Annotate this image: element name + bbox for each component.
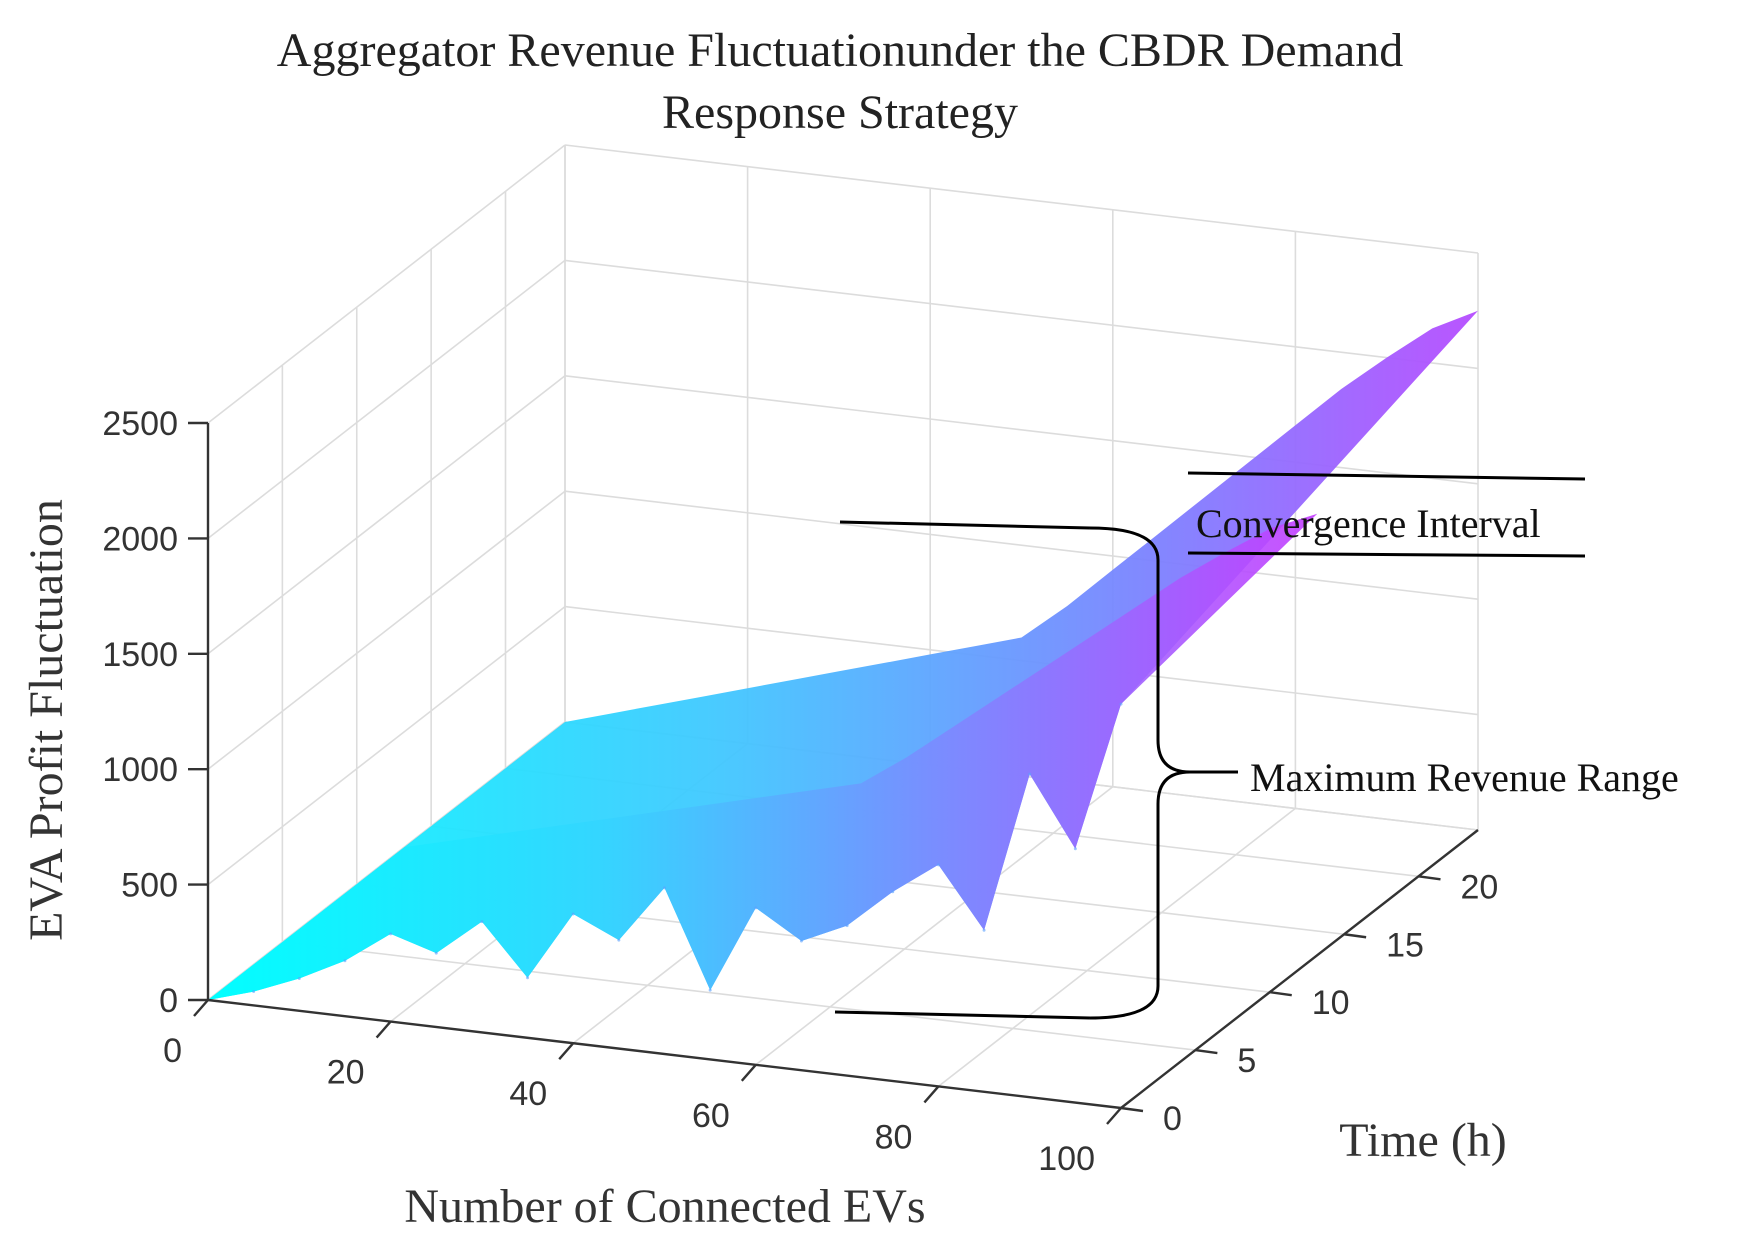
x-tick-label: 20	[327, 1054, 365, 1092]
y-tick-label: 15	[1386, 926, 1424, 964]
surface-front	[208, 513, 1318, 1000]
x-tick-label: 80	[875, 1118, 913, 1156]
range-top-line	[839, 520, 1091, 530]
y-tick	[1269, 990, 1292, 997]
left-wall-hgrid	[207, 259, 566, 540]
x-tick-label: 40	[509, 1075, 547, 1113]
y-tick	[1120, 1106, 1144, 1113]
front-edge-point	[526, 976, 530, 980]
left-wall-hgrid	[207, 375, 566, 655]
x-tick	[923, 1085, 940, 1104]
x-tick	[1106, 1107, 1122, 1125]
x-tick	[193, 999, 209, 1017]
x-axis-line	[207, 998, 1122, 1110]
z-tick-label: 2000	[102, 520, 178, 558]
chart-title-line-2: Response Strategy	[662, 86, 1018, 139]
x-tick	[740, 1064, 757, 1082]
y-tick-label: 20	[1461, 868, 1499, 906]
y-axis-label: Time (h)	[1339, 1114, 1507, 1167]
convergence-lower-line	[1187, 551, 1586, 558]
y-tick-label: 0	[1163, 1100, 1182, 1138]
maximum-revenue-range-annotation: Maximum Revenue Range	[834, 520, 1679, 1020]
z-tick-label: 1000	[102, 751, 178, 789]
x-axis-label: Number of Connected EVs	[404, 1180, 925, 1233]
front-edge-point	[434, 951, 438, 955]
front-edge-point	[663, 886, 666, 890]
y-axis-line	[1120, 829, 1479, 1109]
z-tick-label: 0	[159, 982, 178, 1020]
back-wall-hgrid	[564, 490, 1479, 600]
front-edge-point	[845, 924, 849, 928]
front-edge-point	[1073, 847, 1077, 851]
front-edge-point	[754, 906, 758, 910]
z-tick-label: 1500	[102, 636, 178, 674]
front-edge-point	[389, 932, 393, 936]
chart-title-line-1: Aggregator Revenue Fluctuationunder the …	[277, 24, 1403, 77]
convergence-interval-label: Convergence Interval	[1196, 501, 1541, 546]
front-edge-point	[297, 976, 301, 980]
x-tick	[375, 1020, 392, 1039]
front-edge-point	[343, 959, 347, 963]
x-tick-label: 60	[692, 1097, 730, 1135]
front-edge-point	[982, 928, 986, 932]
surface-top	[208, 310, 1478, 1000]
front-edge-point	[617, 938, 621, 942]
front-edge-point	[1119, 702, 1123, 706]
floor-tgrid	[282, 941, 1196, 1051]
front-edge-point	[252, 990, 256, 994]
front-edge-point	[480, 920, 484, 924]
left-wall-hgrid	[207, 605, 566, 886]
y-tick	[1343, 933, 1367, 939]
z-tick-label: 500	[121, 867, 178, 905]
z-axis-label: EVA Profit Fluctuation	[20, 499, 73, 941]
y-tick-label: 10	[1312, 984, 1350, 1022]
front-edge-point	[799, 939, 803, 943]
grid	[207, 144, 1479, 1109]
front-edge-point	[1028, 772, 1032, 776]
x-tick-label: 100	[1038, 1140, 1095, 1178]
left-wall-hgrid	[207, 490, 566, 770]
front-edge-point	[936, 863, 940, 867]
y-tick-label: 5	[1237, 1042, 1256, 1080]
z-tick-label: 2500	[102, 405, 178, 443]
front-edge-point	[708, 988, 712, 992]
back-wall-hgrid	[564, 144, 1479, 254]
y-tick	[1418, 875, 1441, 881]
front-edge-point	[891, 890, 895, 894]
front-edge-point	[571, 912, 575, 916]
left-wall-hgrid	[207, 144, 566, 424]
x-tick-label: 0	[163, 1032, 182, 1070]
maximum-revenue-range-label: Maximum Revenue Range	[1250, 755, 1679, 800]
convergence-interval-annotation: Convergence Interval	[1187, 471, 1586, 558]
y-tick	[1195, 1048, 1218, 1055]
surface	[206, 310, 1478, 1002]
x-tick	[558, 1042, 575, 1060]
convergence-upper-line	[1187, 471, 1586, 481]
range-bottom-line	[834, 1010, 1091, 1020]
back-wall-hgrid	[564, 259, 1479, 370]
